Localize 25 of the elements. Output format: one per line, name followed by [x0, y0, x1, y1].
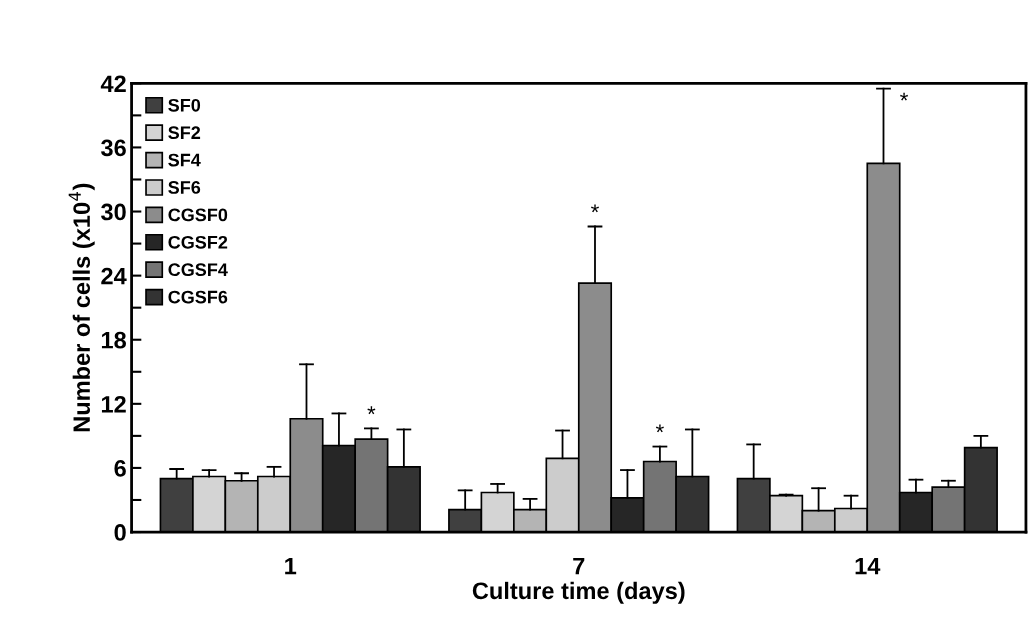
legend-label: CGSF0 [168, 208, 228, 222]
x-tick-label: 7 [573, 557, 585, 575]
y-tick-label: 18 [101, 331, 126, 349]
y-tick-label: 36 [101, 139, 126, 157]
legend-label: SF4 [168, 153, 201, 167]
y-axis-title: Number of cells (x10$^{4}$) [68, 183, 95, 432]
x-tick-label: 14 [855, 557, 881, 575]
legend-label: CGSF6 [168, 290, 228, 304]
y-tick-label: 30 [101, 203, 126, 221]
annotation: * [900, 92, 909, 101]
y-tick-label: 12 [101, 395, 126, 413]
y-tick-label: 6 [114, 460, 126, 477]
legend-label: CGSF4 [168, 263, 228, 277]
legend-label: SF6 [168, 181, 201, 194]
legend-label: SF2 [168, 126, 201, 140]
y-tick-label: 42 [100, 75, 126, 92]
x-axis-title: Culture time (days) [472, 581, 685, 604]
y-tick-label: 0 [114, 524, 126, 541]
legend-label: SF0 [168, 98, 201, 112]
annotation: * [655, 424, 664, 433]
legend-label: CGSF2 [168, 235, 228, 249]
x-tick-label: 1 [285, 557, 297, 575]
annotation: * [591, 204, 599, 213]
y-tick-label: 24 [101, 267, 127, 285]
annotation: * [367, 406, 376, 415]
